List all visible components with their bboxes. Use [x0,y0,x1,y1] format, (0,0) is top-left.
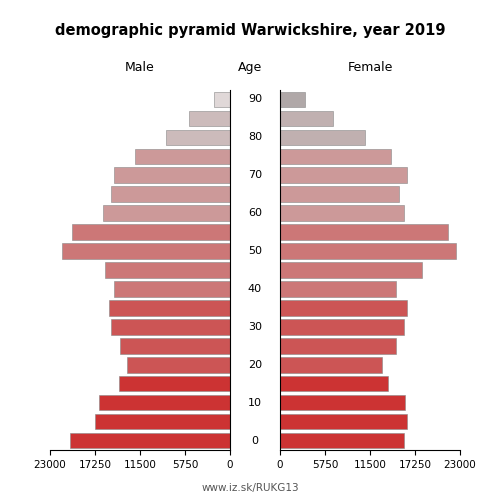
Bar [108,300,230,316]
Bar [72,224,230,240]
Bar [280,168,407,183]
Text: 90: 90 [248,94,262,104]
Bar [280,357,382,372]
Bar [280,395,405,410]
Bar [103,206,230,221]
Bar [214,92,230,107]
Bar [280,130,364,145]
Bar [280,281,396,296]
Bar [280,92,305,107]
Bar [111,319,230,334]
Bar [280,262,422,278]
Bar [280,244,456,259]
Bar [280,376,388,392]
Text: 30: 30 [248,322,262,332]
Bar [280,414,407,430]
Bar [105,262,230,278]
Bar [119,376,230,392]
Bar [280,148,391,164]
Text: 70: 70 [248,170,262,180]
Text: Male: Male [125,61,155,74]
Bar [280,224,448,240]
Bar [280,338,396,353]
Text: 0: 0 [252,436,258,446]
Bar [280,186,399,202]
Text: 10: 10 [248,398,262,407]
Text: Age: Age [238,61,262,74]
Text: www.iz.sk/RUKG13: www.iz.sk/RUKG13 [201,482,299,492]
Text: 80: 80 [248,132,262,142]
Bar [114,281,230,296]
Bar [280,206,404,221]
Text: Female: Female [348,61,393,74]
Bar [96,414,230,430]
Text: 60: 60 [248,208,262,218]
Bar [70,433,230,448]
Bar [190,110,230,126]
Bar [280,319,404,334]
Bar [280,300,407,316]
Bar [98,395,230,410]
Bar [134,148,230,164]
Bar [62,244,230,259]
Text: 50: 50 [248,246,262,256]
Text: demographic pyramid Warwickshire, year 2019: demographic pyramid Warwickshire, year 2… [55,22,446,38]
Bar [114,168,230,183]
Bar [120,338,230,353]
Bar [166,130,230,145]
Bar [126,357,230,372]
Bar [111,186,230,202]
Text: 20: 20 [248,360,262,370]
Text: 40: 40 [248,284,262,294]
Bar [280,110,333,126]
Bar [280,433,404,448]
